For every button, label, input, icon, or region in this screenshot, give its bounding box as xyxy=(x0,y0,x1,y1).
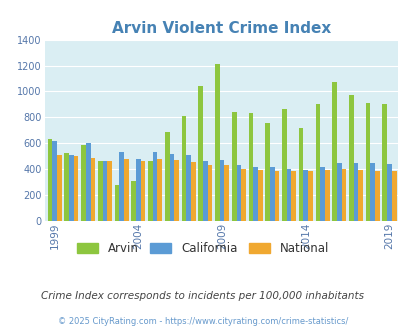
Bar xyxy=(85,143,90,221)
Bar xyxy=(374,171,379,221)
Bar xyxy=(90,157,95,221)
Bar xyxy=(190,162,195,221)
Bar xyxy=(298,128,303,221)
Bar xyxy=(286,169,291,221)
Bar xyxy=(315,104,320,221)
Bar xyxy=(69,155,74,221)
Bar xyxy=(307,171,312,221)
Bar xyxy=(57,155,62,221)
Bar xyxy=(253,167,257,221)
Bar xyxy=(98,161,102,221)
Bar xyxy=(219,160,224,221)
Bar xyxy=(331,82,336,221)
Bar xyxy=(152,152,157,221)
Bar xyxy=(257,170,262,221)
Bar xyxy=(47,139,52,221)
Bar xyxy=(169,154,174,221)
Bar xyxy=(119,152,124,221)
Bar xyxy=(386,164,391,221)
Bar xyxy=(52,141,57,221)
Bar xyxy=(198,86,202,221)
Bar xyxy=(291,171,295,221)
Bar xyxy=(136,159,141,221)
Bar xyxy=(102,161,107,221)
Bar xyxy=(303,170,307,221)
Bar xyxy=(353,163,358,221)
Bar xyxy=(215,64,219,221)
Bar xyxy=(107,161,112,221)
Bar xyxy=(269,167,274,221)
Bar xyxy=(365,103,369,221)
Bar xyxy=(391,171,396,221)
Bar xyxy=(202,161,207,221)
Bar xyxy=(241,169,245,221)
Bar xyxy=(274,171,279,221)
Bar xyxy=(281,109,286,221)
Bar xyxy=(81,145,85,221)
Title: Arvin Violent Crime Index: Arvin Violent Crime Index xyxy=(111,21,330,36)
Bar xyxy=(124,159,128,221)
Bar xyxy=(74,156,78,221)
Bar xyxy=(341,169,345,221)
Bar xyxy=(348,95,353,221)
Bar xyxy=(181,116,186,221)
Text: © 2025 CityRating.com - https://www.cityrating.com/crime-statistics/: © 2025 CityRating.com - https://www.city… xyxy=(58,317,347,326)
Bar xyxy=(231,112,236,221)
Text: Crime Index corresponds to incidents per 100,000 inhabitants: Crime Index corresponds to incidents per… xyxy=(41,291,364,301)
Bar xyxy=(336,163,341,221)
Legend: Arvin, California, National: Arvin, California, National xyxy=(72,237,333,260)
Bar xyxy=(64,153,69,221)
Bar xyxy=(224,165,228,221)
Bar xyxy=(248,113,253,221)
Bar xyxy=(141,161,145,221)
Bar xyxy=(382,104,386,221)
Bar xyxy=(114,185,119,221)
Bar xyxy=(157,159,162,221)
Bar xyxy=(207,165,212,221)
Bar xyxy=(174,159,179,221)
Bar xyxy=(148,161,152,221)
Bar xyxy=(320,167,324,221)
Bar xyxy=(131,181,136,221)
Bar xyxy=(264,123,269,221)
Bar xyxy=(358,170,362,221)
Bar xyxy=(324,170,329,221)
Bar xyxy=(236,165,241,221)
Bar xyxy=(369,163,374,221)
Bar xyxy=(164,132,169,221)
Bar xyxy=(186,155,190,221)
